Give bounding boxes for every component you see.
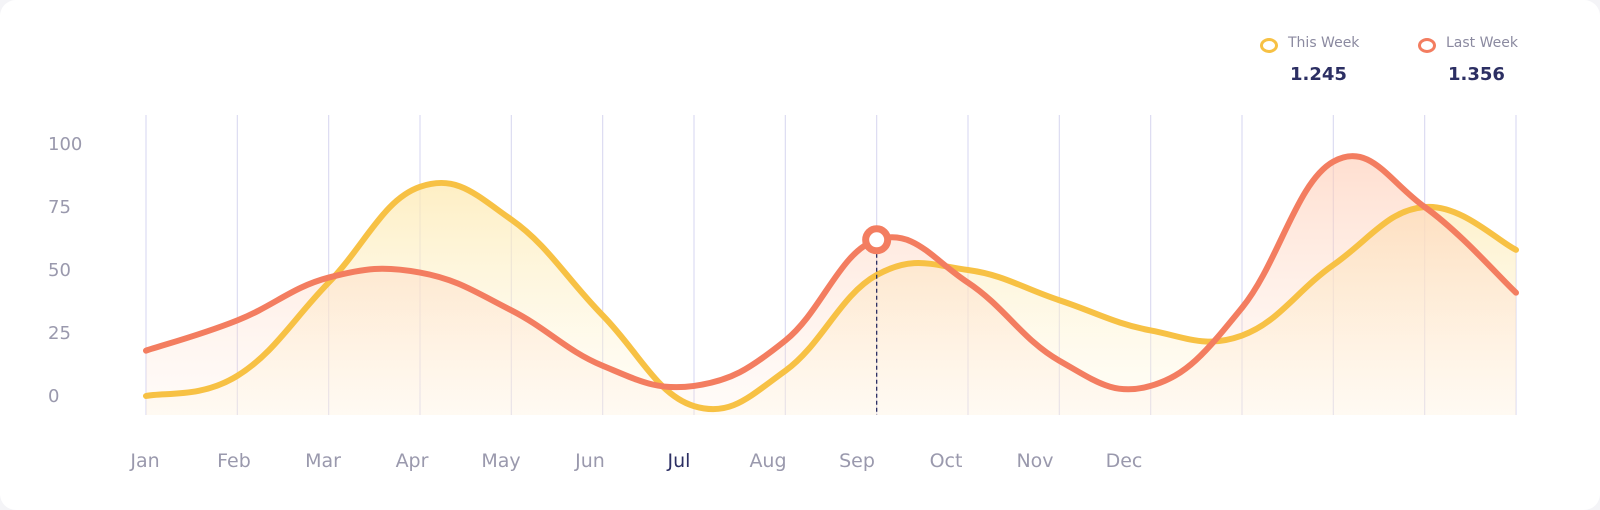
x-tick-label[interactable]: Feb bbox=[217, 450, 251, 472]
x-tick-label[interactable]: Mar bbox=[305, 450, 341, 472]
legend-marker-last-week-icon bbox=[1418, 38, 1436, 53]
legend-label-last-week: Last Week bbox=[1446, 35, 1518, 51]
y-tick-label: 50 bbox=[48, 260, 71, 281]
y-tick-label: 25 bbox=[48, 323, 71, 344]
legend-marker-this-week-icon bbox=[1260, 38, 1278, 53]
x-tick-label[interactable]: Sep bbox=[839, 450, 875, 472]
chart-legend: This Week 1.245 Last Week 1.356 bbox=[1260, 34, 1560, 94]
x-tick-label[interactable]: Apr bbox=[396, 450, 429, 472]
y-tick-label: 0 bbox=[48, 386, 59, 407]
highlight-layer bbox=[862, 225, 892, 415]
x-tick-label[interactable]: Jul bbox=[667, 450, 691, 472]
x-tick-label[interactable]: Dec bbox=[1106, 450, 1143, 472]
x-tick-label[interactable]: Aug bbox=[749, 450, 786, 472]
x-tick-label[interactable]: May bbox=[481, 450, 520, 472]
x-axis: Jan Feb Mar Apr May Jun Jul Aug Sep Oct Nov Dec bbox=[129, 450, 1142, 472]
y-tick-label: 100 bbox=[48, 134, 82, 155]
highlight-point[interactable] bbox=[862, 225, 892, 255]
x-tick-label[interactable]: Nov bbox=[1016, 450, 1053, 472]
y-axis: 0 25 50 75 100 bbox=[48, 134, 82, 407]
y-tick-label: 75 bbox=[48, 197, 71, 218]
legend-value-this-week: 1.245 bbox=[1290, 64, 1347, 85]
legend-label-this-week: This Week bbox=[1288, 35, 1360, 51]
x-tick-label[interactable]: Jan bbox=[129, 450, 159, 472]
legend-value-last-week: 1.356 bbox=[1448, 64, 1505, 85]
x-tick-label[interactable]: Jun bbox=[574, 450, 605, 472]
x-tick-label[interactable]: Oct bbox=[930, 450, 963, 472]
series-line-0[interactable] bbox=[143, 180, 1519, 413]
